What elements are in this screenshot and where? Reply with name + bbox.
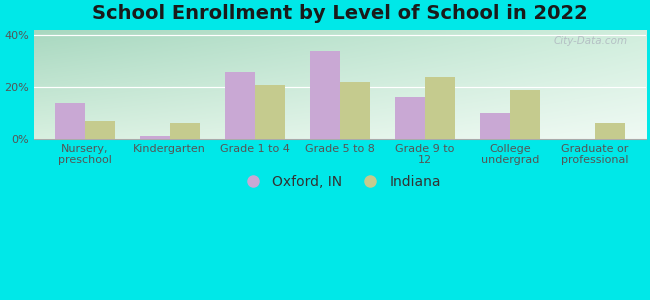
Bar — [310, 51, 340, 139]
Bar — [480, 113, 510, 139]
Bar — [84, 121, 114, 139]
Bar — [425, 77, 454, 139]
Bar — [170, 123, 200, 139]
Bar — [55, 103, 84, 139]
Bar — [395, 98, 425, 139]
Bar — [340, 82, 370, 139]
Legend: Oxford, IN, Indiana: Oxford, IN, Indiana — [233, 170, 447, 195]
Bar — [255, 85, 285, 139]
Bar — [595, 123, 625, 139]
Bar — [225, 72, 255, 139]
Bar — [510, 90, 540, 139]
Text: City-Data.com: City-Data.com — [553, 36, 627, 46]
Title: School Enrollment by Level of School in 2022: School Enrollment by Level of School in … — [92, 4, 588, 23]
Bar — [140, 136, 170, 139]
